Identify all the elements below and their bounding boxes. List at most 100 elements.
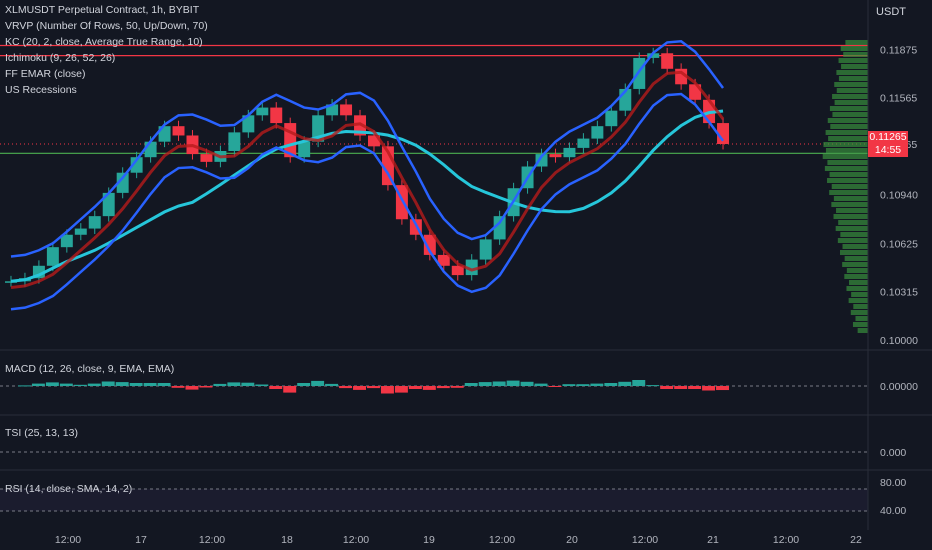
macd-histogram-bar (464, 383, 478, 386)
candle (395, 185, 408, 220)
volume-bar (829, 106, 868, 111)
macd-histogram-bar (213, 383, 227, 386)
candle (577, 138, 590, 148)
volume-bar (825, 148, 868, 153)
ema-mid-line (10, 70, 725, 289)
macd-histogram-bar (269, 386, 283, 389)
candle (493, 216, 506, 240)
macd-histogram-bar (604, 383, 618, 386)
x-tick-label: 12:00 (343, 534, 369, 546)
macd-histogram-bar (157, 383, 171, 386)
volume-bar (840, 46, 868, 51)
last-price-tag: 0.11265 14:55 (868, 131, 908, 157)
macd-histogram-bar (380, 386, 394, 394)
macd-histogram-bar (311, 380, 325, 386)
volume-bar (838, 58, 868, 63)
candle (689, 84, 702, 100)
macd-histogram-bar (115, 382, 129, 386)
rsi-tick: 80.00 (880, 477, 906, 489)
macd-histogram-bar (576, 384, 590, 386)
volume-bar (838, 220, 868, 225)
tsi-tick: 0.000 (880, 447, 906, 459)
currency-label: USDT (876, 6, 906, 18)
candle (535, 154, 548, 167)
volume-bar (852, 322, 868, 327)
macd-histogram-bar (716, 386, 729, 391)
candle (256, 107, 269, 116)
candle (74, 228, 87, 235)
volume-bar (833, 214, 868, 219)
volume-bar (827, 160, 868, 165)
volume-bar (849, 280, 868, 285)
candle (284, 123, 297, 158)
candle (130, 157, 143, 173)
candle (591, 126, 604, 139)
macd-histogram-bar (590, 383, 604, 386)
macd-histogram-bar (436, 386, 450, 389)
candle (116, 172, 129, 193)
volume-bar (857, 328, 868, 333)
macd-pane[interactable] (0, 380, 868, 394)
candle (563, 147, 576, 158)
candle (465, 259, 478, 276)
symbol-title[interactable]: XLMUSDT Perpetual Contract, 1h, BYBIT (5, 4, 200, 16)
macd-histogram-bar (492, 381, 506, 386)
volume-bar (833, 196, 868, 201)
x-tick-label: 21 (707, 534, 719, 546)
indicator-us-recessions[interactable]: US Recessions (5, 84, 77, 96)
countdown: 14:55 (874, 144, 902, 156)
x-tick-label: 12:00 (199, 534, 225, 546)
macd-histogram-bar (283, 386, 297, 393)
keltner-lower (10, 92, 725, 311)
y-tick-label: 0.10625 (880, 238, 918, 250)
candle (60, 234, 73, 248)
main-price-pane[interactable] (0, 39, 868, 311)
volume-bar (835, 226, 868, 231)
macd-histogram-bar (353, 386, 366, 390)
macd-histogram-bar (73, 384, 87, 386)
x-tick-label: 17 (135, 534, 147, 546)
rsi-label[interactable]: RSI (14, close, SMA, 14, 2) (5, 483, 133, 495)
rsi-pane[interactable] (0, 488, 868, 512)
y-tick-label: 0.11875 (880, 44, 917, 56)
candle (312, 115, 325, 142)
volume-bar (832, 112, 868, 117)
candle (32, 265, 45, 279)
candle (619, 88, 632, 111)
volume-bar (840, 250, 868, 255)
x-tick-label: 12:00 (773, 534, 799, 546)
indicator-ff-emar[interactable]: FF EMAR (close) (5, 68, 86, 80)
indicator-vrvp[interactable]: VRVP (Number Of Rows, 50, Up/Down, 70) (5, 20, 208, 32)
volume-bar (824, 166, 868, 171)
tsi-label[interactable]: TSI (25, 13, 13) (5, 427, 78, 439)
indicator-ichimoku[interactable]: Ichimoku (9, 26, 52, 26) (5, 52, 116, 64)
macd-histogram-bar (562, 384, 576, 386)
macd-histogram-bar (17, 385, 31, 387)
candle (5, 281, 17, 283)
volume-bar (845, 40, 868, 45)
macd-histogram-bar (422, 386, 436, 390)
candle (144, 141, 157, 158)
macd-histogram-bar (367, 386, 380, 389)
macd-histogram-bar (297, 383, 311, 386)
keltner-upper (10, 39, 725, 258)
macd-histogram-bar (450, 386, 464, 388)
volume-bar (832, 94, 868, 99)
macd-histogram-bar (101, 381, 115, 386)
macd-histogram-bar (674, 386, 688, 389)
volume-bar (848, 298, 868, 303)
y-tick-label: 0.10315 (880, 286, 918, 298)
candle (479, 239, 492, 260)
candle (200, 154, 213, 162)
x-tick-label: 22 (850, 534, 862, 546)
candle (326, 104, 339, 116)
macd-label[interactable]: MACD (12, 26, close, 9, EMA, EMA) (5, 363, 175, 375)
indicator-kc[interactable]: KC (20, 2, close, Average True Range, 10… (5, 36, 203, 48)
candle (633, 57, 646, 89)
candle (605, 110, 618, 127)
last-price-value: 0.11265 (869, 131, 907, 143)
macd-histogram-bar (618, 381, 632, 386)
rsi-band (0, 489, 868, 511)
candle (102, 192, 115, 217)
